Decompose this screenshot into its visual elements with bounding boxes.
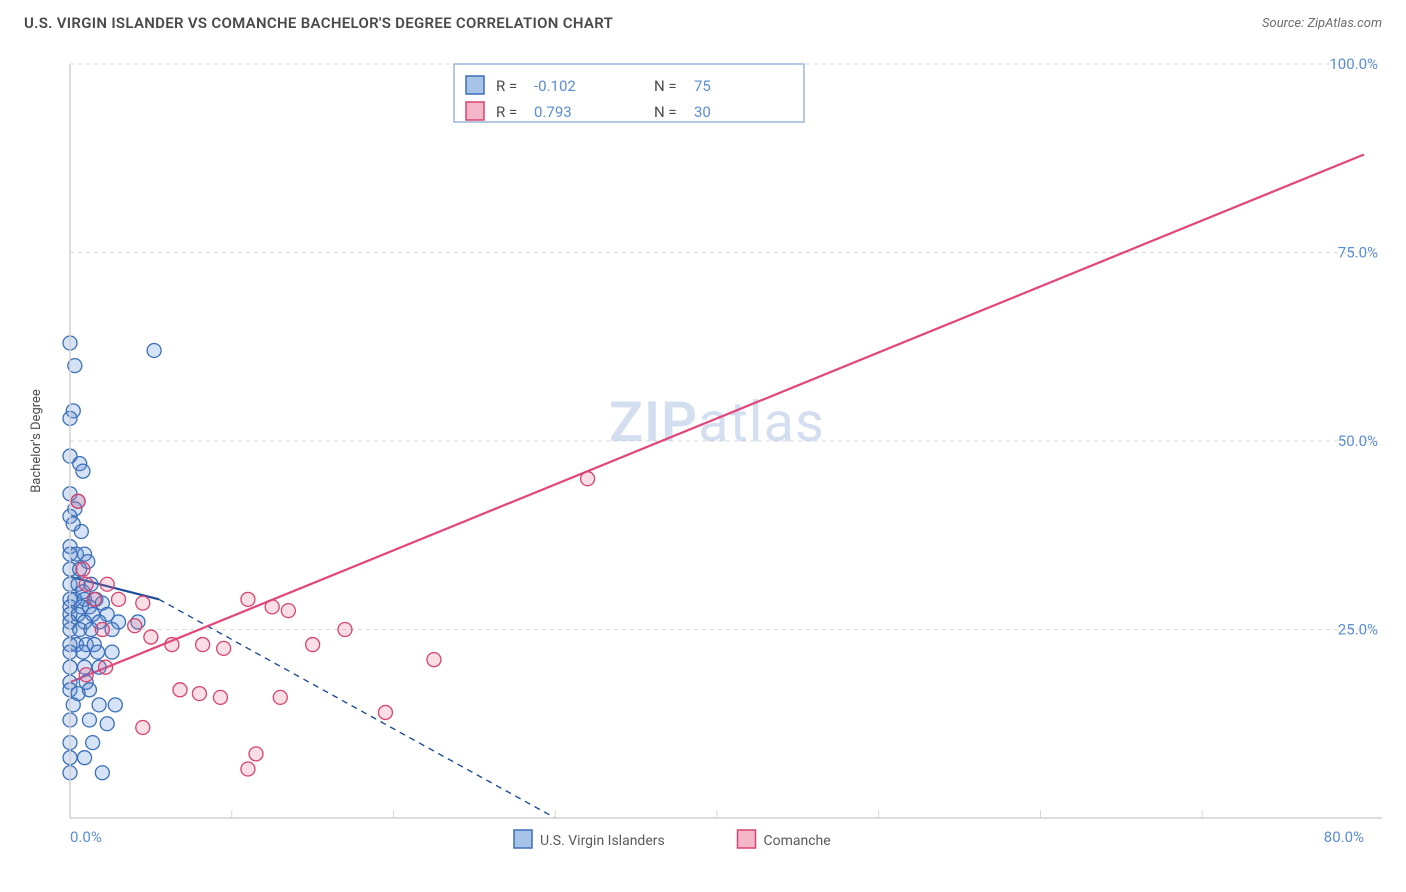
- data-point: [95, 766, 109, 780]
- source-label: Source:: [1262, 16, 1304, 31]
- trend-line-dashed: [159, 599, 555, 818]
- data-point: [78, 751, 92, 765]
- data-point: [192, 687, 206, 701]
- legend-r-label: R =: [496, 77, 517, 95]
- bottom-legend-label: Comanche: [764, 833, 831, 849]
- y-tick-label: 75.0%: [1338, 244, 1378, 262]
- data-point: [100, 717, 114, 731]
- source-value: ZipAtlas.com: [1307, 16, 1382, 31]
- legend-n-label: N =: [654, 77, 677, 95]
- data-point: [82, 683, 96, 697]
- data-point: [147, 344, 161, 358]
- data-point: [273, 690, 287, 704]
- data-point: [108, 698, 122, 712]
- data-point: [427, 653, 441, 667]
- legend-r-value: 0.793: [534, 103, 572, 121]
- data-point: [105, 645, 119, 659]
- y-tick-label: 25.0%: [1338, 621, 1378, 639]
- data-point: [76, 464, 90, 478]
- data-point: [74, 524, 88, 538]
- data-point: [249, 747, 263, 761]
- data-point: [213, 690, 227, 704]
- data-point: [112, 592, 126, 606]
- trend-line: [70, 154, 1364, 682]
- bottom-legend-label: U.S. Virgin Islanders: [540, 833, 665, 849]
- chart-container: ZIPatlas Bachelor's Degree 25.0% 50.0% 75.0%…: [24, 48, 1382, 880]
- source-attribution: Source: ZipAtlas.com: [1262, 16, 1382, 31]
- y-tick-label: 50.0%: [1338, 432, 1378, 450]
- data-point: [241, 592, 255, 606]
- legend-n-value: 75: [694, 77, 711, 95]
- y-axis-label: Bachelor's Degree: [29, 389, 44, 493]
- data-point: [95, 623, 109, 637]
- data-point: [76, 645, 90, 659]
- data-point: [87, 592, 101, 606]
- legend-n-label: N =: [654, 103, 677, 121]
- data-point: [217, 641, 231, 655]
- data-point: [136, 596, 150, 610]
- data-point: [128, 619, 142, 633]
- bottom-legend-swatch: [738, 830, 756, 848]
- data-point: [66, 698, 80, 712]
- data-point: [79, 577, 93, 591]
- chart-header: U.S. VIRGIN ISLANDER VS COMANCHE BACHELO…: [0, 0, 1406, 42]
- data-point: [378, 705, 392, 719]
- data-point: [241, 762, 255, 776]
- data-point: [99, 660, 113, 674]
- chart-title: U.S. VIRGIN ISLANDER VS COMANCHE BACHELO…: [24, 14, 613, 32]
- data-point: [265, 600, 279, 614]
- data-point: [173, 683, 187, 697]
- data-point: [100, 577, 114, 591]
- x-tick-label: 80.0%: [1324, 828, 1364, 846]
- correlation-scatter-chart: ZIPatlas Bachelor's Degree 25.0% 50.0% 75.0%…: [24, 48, 1382, 880]
- data-point: [76, 562, 90, 576]
- legend-swatch: [466, 76, 484, 94]
- data-point: [338, 623, 352, 637]
- legend-swatch: [466, 102, 484, 120]
- watermark: ZIPatlas: [609, 389, 825, 455]
- x-tick-label: 0.0%: [70, 828, 102, 846]
- data-point: [136, 721, 150, 735]
- data-point: [165, 638, 179, 652]
- data-point: [71, 494, 85, 508]
- legend-r-label: R =: [496, 103, 517, 121]
- data-point: [581, 472, 595, 486]
- y-tick-label: 100.0%: [1329, 55, 1378, 73]
- data-point: [306, 638, 320, 652]
- data-point: [82, 713, 96, 727]
- data-point: [196, 638, 210, 652]
- data-point: [90, 645, 104, 659]
- data-point: [86, 736, 100, 750]
- data-point: [144, 630, 158, 644]
- legend-n-value: 30: [694, 103, 711, 121]
- data-point: [92, 698, 106, 712]
- bottom-legend-swatch: [514, 830, 532, 848]
- data-point: [79, 668, 93, 682]
- legend-r-value: -0.102: [534, 77, 576, 95]
- data-point: [281, 604, 295, 618]
